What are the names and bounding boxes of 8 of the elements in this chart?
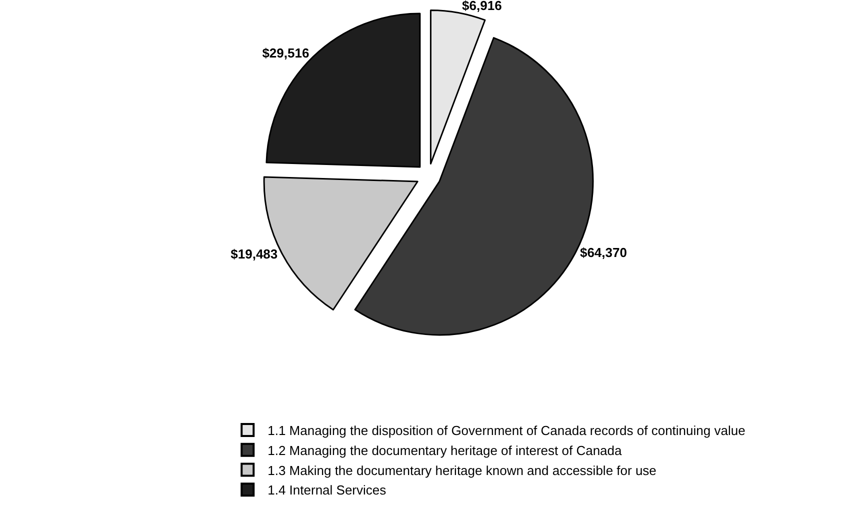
data-label: $6,916	[462, 0, 502, 13]
data-label: $64,370	[580, 245, 627, 260]
legend-label: 1.3 Making the documentary heritage known and accessible for use	[268, 462, 656, 478]
data-label: $29,516	[262, 46, 310, 61]
data-label: $19,483	[230, 246, 278, 262]
legend-label: 1.4 Internal Services	[268, 482, 387, 498]
legend-label: 1.1 Managing the disposition of Government of Canada records of continuing value	[268, 423, 746, 438]
legend-label: 1.2 Managing the documentary heritage of interest of Canada	[268, 442, 623, 458]
